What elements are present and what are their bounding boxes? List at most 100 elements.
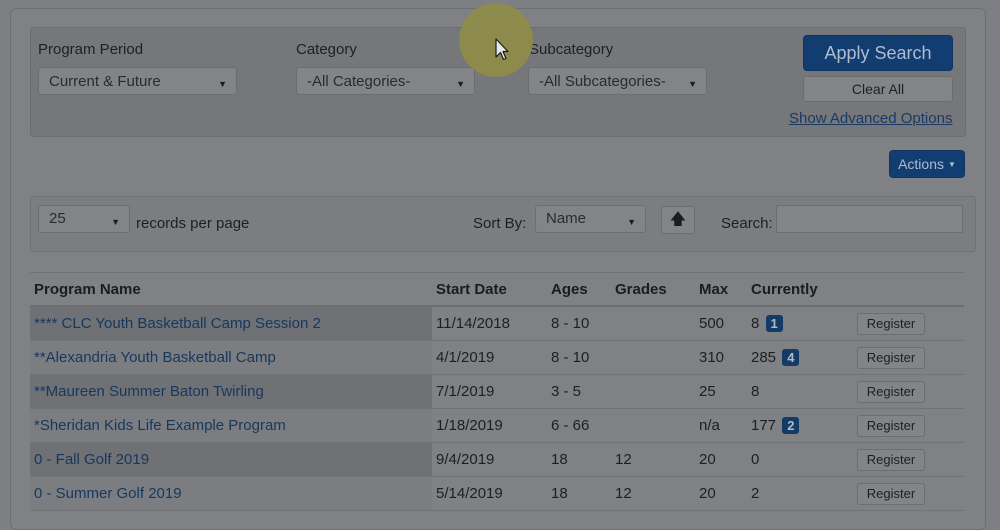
arrow-up-icon: 🡅 bbox=[669, 211, 687, 228]
program-period-select[interactable]: Current & Future ▼ bbox=[38, 67, 237, 95]
cell-program-name: **Maureen Summer Baton Twirling bbox=[30, 374, 432, 409]
subcategory-label: Subcategory bbox=[529, 41, 614, 58]
register-button[interactable]: Register bbox=[857, 346, 925, 369]
cell-program-name: 0 - Summer Golf 2019 bbox=[30, 476, 432, 511]
cell-ages: 8 - 10 bbox=[547, 340, 611, 375]
actions-label: Actions bbox=[898, 156, 944, 172]
program-name-link[interactable]: 0 - Summer Golf 2019 bbox=[34, 485, 182, 502]
cell-grades bbox=[611, 340, 695, 375]
cell-start-date: 5/14/2019 bbox=[432, 476, 547, 511]
cell-ages: 18 bbox=[547, 476, 611, 511]
currently-count: 177 bbox=[751, 417, 777, 434]
table-row: **Maureen Summer Baton Twirling 7/1/2019 3… bbox=[30, 374, 964, 409]
subcategory-select[interactable]: -All Subcategories- ▼ bbox=[528, 67, 707, 95]
sort-by-value: Name bbox=[546, 210, 587, 227]
cell-program-name: **Alexandria Youth Basketball Camp bbox=[30, 340, 432, 375]
search-label: Search: bbox=[721, 215, 773, 232]
records-per-page-value: 25 bbox=[49, 210, 66, 227]
register-button[interactable]: Register bbox=[857, 380, 925, 403]
cell-ages: 6 - 66 bbox=[547, 408, 611, 443]
table-row: *Sheridan Kids Life Example Program 1/18/… bbox=[30, 408, 964, 443]
cell-grades: 12 bbox=[611, 476, 695, 511]
column-header-max[interactable]: Max bbox=[695, 272, 747, 307]
column-header-program-name[interactable]: Program Name bbox=[30, 272, 432, 307]
waitlist-badge[interactable]: 1 bbox=[765, 315, 783, 332]
cell-grades bbox=[611, 374, 695, 409]
cell-currently: 285 4 bbox=[747, 340, 853, 375]
subcategory-value: -All Subcategories- bbox=[539, 73, 666, 90]
program-name-link[interactable]: **Alexandria Youth Basketball Camp bbox=[34, 349, 276, 366]
program-name-link[interactable]: 0 - Fall Golf 2019 bbox=[34, 451, 150, 468]
caret-down-icon: ▼ bbox=[456, 79, 465, 89]
category-value: -All Categories- bbox=[307, 73, 411, 90]
cell-program-name: **** CLC Youth Basketball Camp Session 2 bbox=[30, 306, 432, 341]
cell-currently: 8 bbox=[747, 374, 853, 409]
currently-count: 2 bbox=[751, 485, 760, 502]
cell-start-date: 9/4/2019 bbox=[432, 442, 547, 477]
apply-search-button[interactable]: Apply Search bbox=[803, 35, 953, 71]
cell-program-name: *Sheridan Kids Life Example Program bbox=[30, 408, 432, 443]
table-row: 0 - Fall Golf 2019 9/4/2019 18 12 20 0 Registe… bbox=[30, 442, 964, 477]
show-advanced-options-link[interactable]: Show Advanced Options bbox=[789, 110, 953, 127]
cell-currently: 2 bbox=[747, 476, 853, 511]
cell-start-date: 1/18/2019 bbox=[432, 408, 547, 443]
cell-register: Register bbox=[853, 408, 964, 443]
caret-down-icon: ▼ bbox=[218, 79, 227, 89]
cell-max: 500 bbox=[695, 306, 747, 341]
cell-start-date: 7/1/2019 bbox=[432, 374, 547, 409]
column-header-ages[interactable]: Ages bbox=[547, 272, 611, 307]
mouse-pointer-icon bbox=[495, 38, 509, 61]
actions-button[interactable]: Actions ▼ bbox=[889, 150, 965, 178]
cell-max: 20 bbox=[695, 476, 747, 511]
column-header-currently[interactable]: Currently bbox=[747, 272, 853, 307]
column-header-start-date[interactable]: Start Date bbox=[432, 272, 547, 307]
category-select[interactable]: -All Categories- ▼ bbox=[296, 67, 475, 95]
table-row: **** CLC Youth Basketball Camp Session 2… bbox=[30, 306, 964, 341]
cell-max: n/a bbox=[695, 408, 747, 443]
records-per-page-label: records per page bbox=[136, 215, 250, 232]
cell-max: 25 bbox=[695, 374, 747, 409]
cell-register: Register bbox=[853, 340, 964, 375]
cell-start-date: 4/1/2019 bbox=[432, 340, 547, 375]
caret-down-icon: ▼ bbox=[111, 217, 120, 227]
sort-by-select[interactable]: Name ▼ bbox=[535, 205, 646, 233]
records-per-page-select[interactable]: 25 ▼ bbox=[38, 205, 130, 233]
currently-count: 8 bbox=[751, 315, 760, 332]
register-button[interactable]: Register bbox=[857, 312, 925, 335]
cell-grades: 12 bbox=[611, 442, 695, 477]
cell-register: Register bbox=[853, 306, 964, 341]
caret-down-icon: ▼ bbox=[688, 79, 697, 89]
program-name-link[interactable]: **Maureen Summer Baton Twirling bbox=[34, 383, 264, 400]
cell-register: Register bbox=[853, 476, 964, 511]
waitlist-badge[interactable]: 4 bbox=[782, 349, 800, 366]
search-input[interactable] bbox=[776, 205, 963, 233]
currently-count: 285 bbox=[751, 349, 777, 366]
clear-all-button[interactable]: Clear All bbox=[803, 76, 953, 102]
category-label: Category bbox=[296, 41, 357, 58]
cell-ages: 18 bbox=[547, 442, 611, 477]
sort-by-label: Sort By: bbox=[473, 215, 527, 232]
cell-register: Register bbox=[853, 442, 964, 477]
table-row: 0 - Summer Golf 2019 5/14/2019 18 12 20 2 Regi… bbox=[30, 476, 964, 511]
waitlist-badge[interactable]: 2 bbox=[782, 417, 800, 434]
cell-program-name: 0 - Fall Golf 2019 bbox=[30, 442, 432, 477]
currently-count: 8 bbox=[751, 383, 760, 400]
program-name-link[interactable]: *Sheridan Kids Life Example Program bbox=[34, 417, 286, 434]
cell-ages: 3 - 5 bbox=[547, 374, 611, 409]
table-header-row: Program Name Start Date Ages Grades Max … bbox=[30, 272, 964, 307]
cell-currently: 177 2 bbox=[747, 408, 853, 443]
cell-grades bbox=[611, 306, 695, 341]
cell-max: 20 bbox=[695, 442, 747, 477]
sort-direction-button[interactable]: 🡅 bbox=[661, 206, 695, 234]
cell-grades bbox=[611, 408, 695, 443]
register-button[interactable]: Register bbox=[857, 414, 925, 437]
currently-count: 0 bbox=[751, 451, 760, 468]
caret-down-icon: ▼ bbox=[948, 160, 956, 169]
table-row: **Alexandria Youth Basketball Camp 4/1/20… bbox=[30, 340, 964, 375]
register-button[interactable]: Register bbox=[857, 448, 925, 471]
program-period-value: Current & Future bbox=[49, 73, 161, 90]
cell-currently: 0 bbox=[747, 442, 853, 477]
register-button[interactable]: Register bbox=[857, 482, 925, 505]
program-name-link[interactable]: **** CLC Youth Basketball Camp Session 2 bbox=[34, 315, 321, 332]
column-header-grades[interactable]: Grades bbox=[611, 272, 695, 307]
